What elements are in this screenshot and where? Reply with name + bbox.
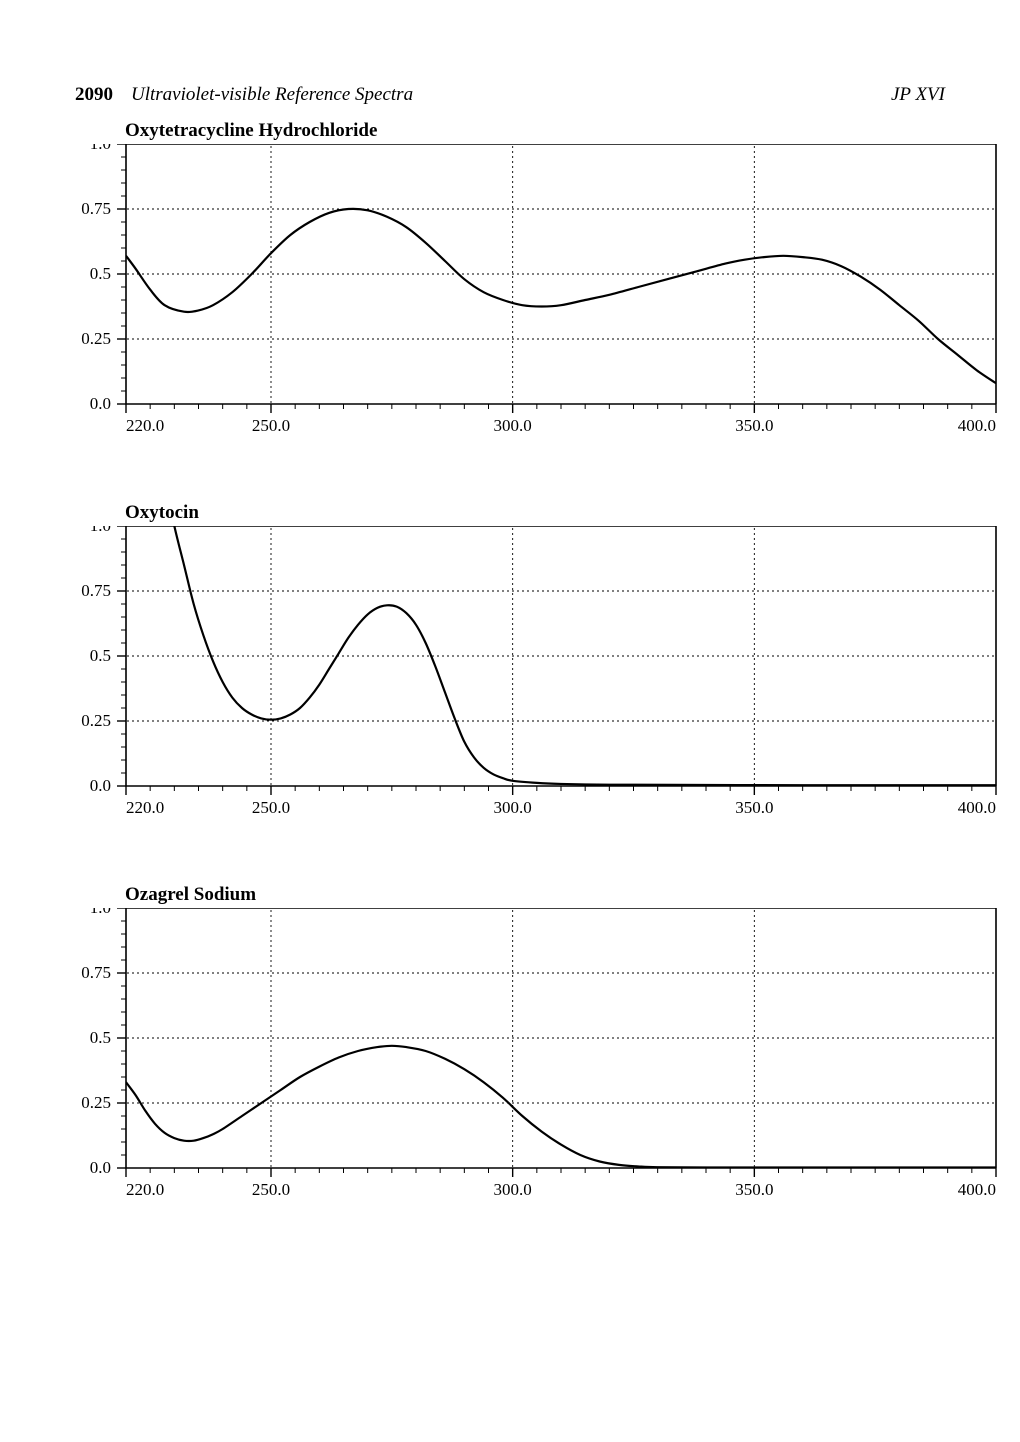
- y-tick-label: 1.0: [90, 526, 111, 535]
- x-tick-label: 400.0: [958, 798, 996, 817]
- spectrum-chart: 220.0 250.0 300.0 350.0 400.0 0.0 0.25 0.5 0.75 1…: [70, 908, 1000, 1206]
- y-tick-label: 0.75: [81, 963, 111, 982]
- page-header: 2090 Ultraviolet-visible Reference Spect…: [75, 84, 945, 106]
- spectrum-curve: [126, 209, 996, 383]
- chart-title: Oxytocin: [125, 502, 990, 524]
- chart-title: Oxytetracycline Hydrochloride: [125, 120, 990, 142]
- y-tick-label: 1.0: [90, 908, 111, 917]
- x-tick-label: 220.0: [126, 416, 164, 435]
- y-tick-label: 0.25: [81, 329, 111, 348]
- page-number: 2090: [75, 84, 113, 106]
- y-tick-label: 0.0: [90, 394, 111, 413]
- x-tick-label: 220.0: [126, 1180, 164, 1199]
- x-tick-label: 250.0: [252, 798, 290, 817]
- y-tick-label: 0.0: [90, 776, 111, 795]
- spectrum-curve: [126, 526, 996, 785]
- y-tick-label: 0.0: [90, 1158, 111, 1177]
- spectrum-chart: 220.0 250.0 300.0 350.0 400.0 0.0 0.25 0.5 0.75 1…: [70, 144, 1000, 442]
- chart-title: Ozagrel Sodium: [125, 884, 990, 906]
- y-tick-label: 0.25: [81, 711, 111, 730]
- y-tick-label: 0.5: [90, 646, 111, 665]
- x-tick-label: 300.0: [494, 798, 532, 817]
- x-tick-label: 350.0: [735, 416, 773, 435]
- x-tick-label: 350.0: [735, 1180, 773, 1199]
- y-tick-label: 1.0: [90, 144, 111, 153]
- section-title: Ultraviolet-visible Reference Spectra: [131, 84, 413, 106]
- spectrum-chart: 220.0 250.0 300.0 350.0 400.0 0.0 0.25 0.5 0.75 1…: [70, 526, 1000, 824]
- y-tick-label: 0.5: [90, 1028, 111, 1047]
- x-tick-label: 400.0: [958, 416, 996, 435]
- chart-block: Oxytetracycline Hydrochloride 220.0 250.0 3…: [70, 120, 990, 442]
- spectrum-curve: [126, 1046, 996, 1168]
- charts-container: Oxytetracycline Hydrochloride 220.0 250.0 3…: [70, 120, 990, 1266]
- y-tick-label: 0.75: [81, 199, 111, 218]
- chart-block: Oxytocin220.0250.0300.0350.0400.00.00.25…: [70, 502, 990, 824]
- y-tick-label: 0.5: [90, 264, 111, 283]
- x-tick-label: 250.0: [252, 1180, 290, 1199]
- x-tick-label: 250.0: [252, 416, 290, 435]
- x-tick-label: 300.0: [494, 416, 532, 435]
- x-tick-label: 350.0: [735, 798, 773, 817]
- x-tick-label: 400.0: [958, 1180, 996, 1199]
- y-tick-label: 0.25: [81, 1093, 111, 1112]
- chart-block: Ozagrel Sodium220.0250.0300.0350.0400.00…: [70, 884, 990, 1206]
- x-tick-label: 300.0: [494, 1180, 532, 1199]
- y-tick-label: 0.75: [81, 581, 111, 600]
- edition-label: JP XVI: [891, 84, 945, 106]
- x-tick-label: 220.0: [126, 798, 164, 817]
